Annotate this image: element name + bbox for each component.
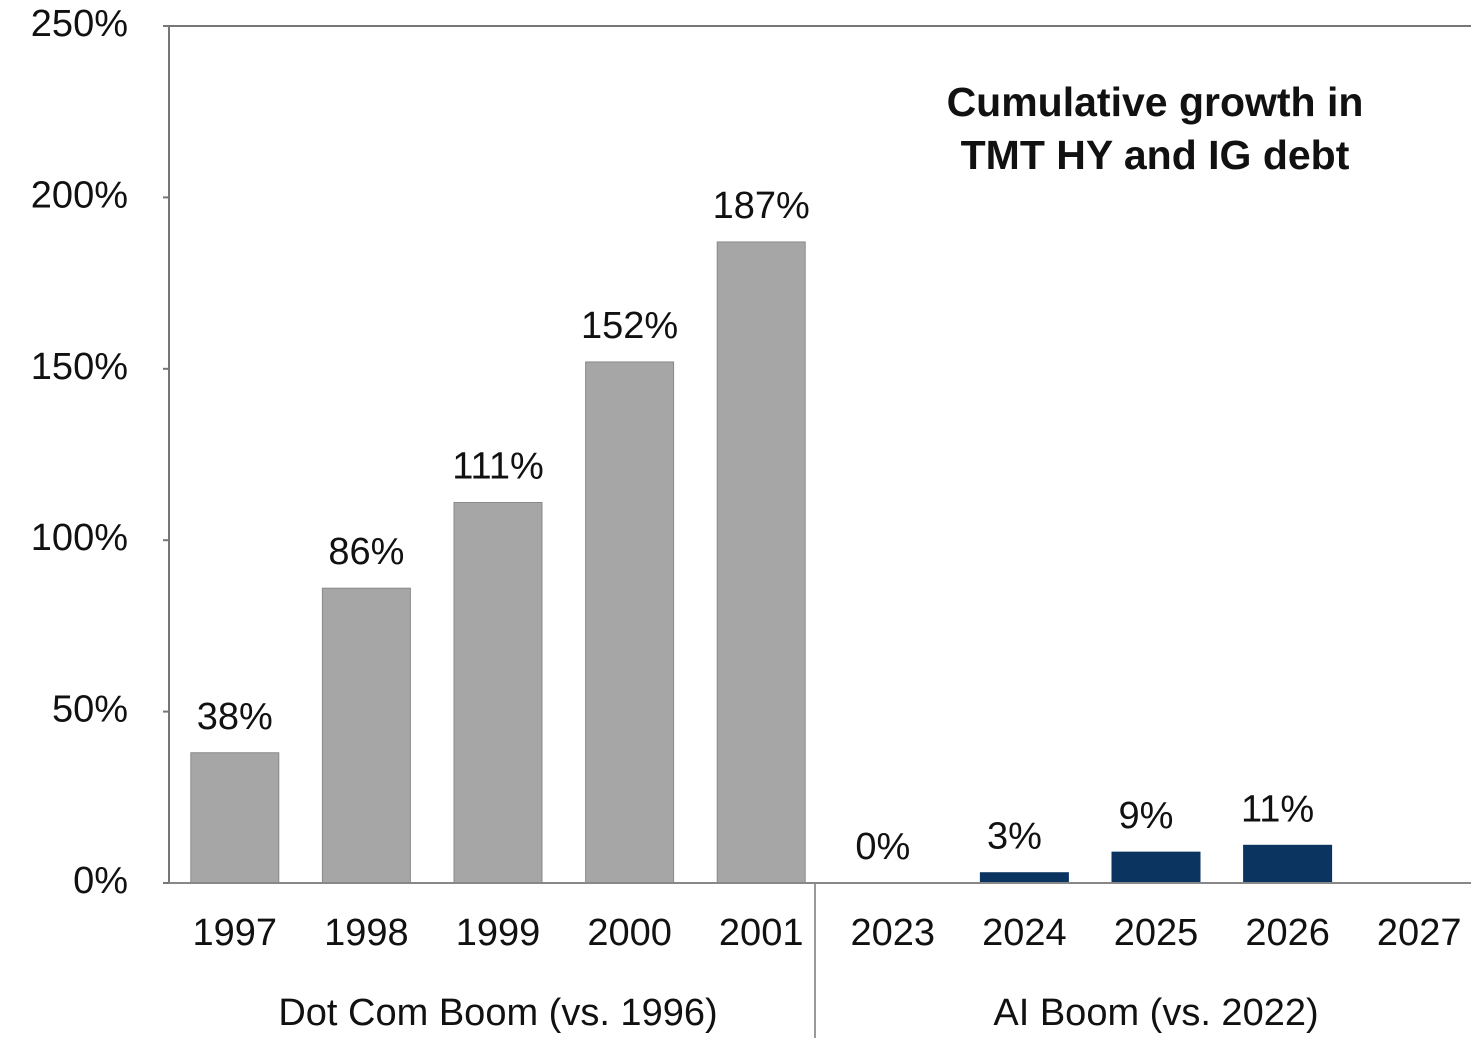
data-label: 38% [197,696,273,738]
x-tick-label: 1997 [193,912,278,954]
data-label: 152% [581,305,678,347]
bar [585,361,675,884]
bar [190,752,280,884]
group-label: AI Boom (vs. 2022) [993,992,1318,1034]
data-label: 9% [1119,795,1174,837]
x-tick-label: 2023 [851,912,936,954]
chart-title: Cumulative growth in TMT HY and IG debt [946,79,1364,178]
x-tick-label: 2000 [587,912,672,954]
bar [1111,851,1201,884]
x-tick-label: 2025 [1114,912,1199,954]
y-tick-label: 100% [31,517,128,559]
bar [321,587,411,884]
bar [1243,844,1333,884]
data-label: 11% [1241,788,1314,830]
x-tick-label: 2001 [719,912,804,954]
data-label: 187% [713,185,810,227]
data-label: 111% [452,446,544,488]
x-tick-label: 2024 [982,912,1067,954]
y-tick-label: 150% [31,346,128,388]
y-tick-label: 50% [52,689,128,731]
x-tick-label: 1999 [456,912,541,954]
data-label: 3% [987,816,1042,858]
y-tick-label: 200% [31,174,128,216]
x-tick-label: 1998 [324,912,409,954]
bar [979,872,1069,884]
bar [453,501,543,884]
data-label: 0% [855,826,910,868]
y-tick-label: 250% [31,3,128,45]
y-tick-label: 0% [73,860,128,902]
bar [716,241,806,884]
data-label: 86% [328,531,404,573]
group-label: Dot Com Boom (vs. 1996) [278,992,717,1034]
x-tick-label: 2026 [1245,912,1330,954]
x-tick-label: 2027 [1377,912,1462,954]
